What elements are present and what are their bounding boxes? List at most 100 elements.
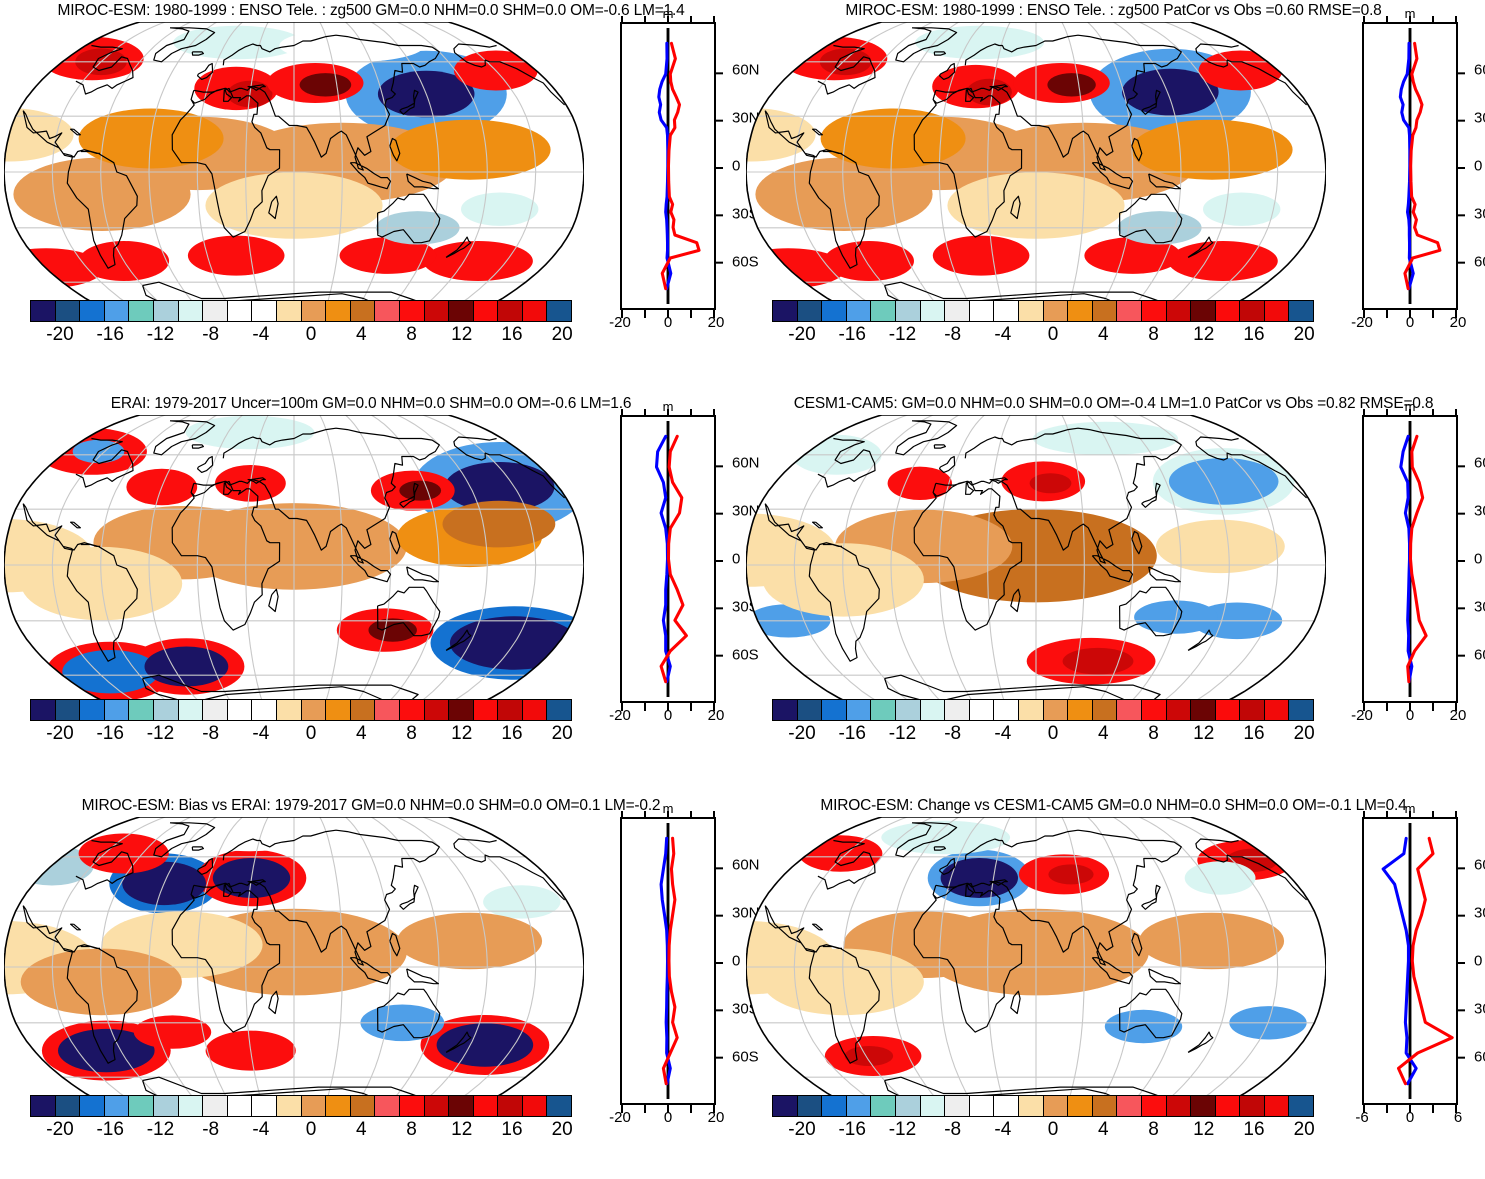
colorbar-swatch bbox=[375, 301, 400, 321]
colorbar-swatch bbox=[1240, 301, 1265, 321]
colorbar-swatch bbox=[203, 700, 228, 720]
colorbar-ticks: -20 -16 -12 -8 -4 0 4 8 12 16 20 bbox=[8, 1119, 592, 1141]
colorbar-tick-label: 8 bbox=[406, 1119, 417, 1140]
colorbar-swatch bbox=[498, 700, 523, 720]
colorbar-tick-label: 20 bbox=[1293, 1119, 1315, 1140]
map-container bbox=[746, 817, 1326, 1117]
colorbar-tick-label: -20 bbox=[788, 324, 816, 345]
zonal-unit-label: m bbox=[662, 399, 674, 414]
colorbar-swatch bbox=[547, 301, 572, 321]
zonal-x-tick: 20 bbox=[707, 314, 725, 331]
colorbar-tick-label: 16 bbox=[1243, 324, 1265, 345]
zonal-lat-label: 60S bbox=[732, 1048, 759, 1066]
colorbar-tick-label: 4 bbox=[356, 723, 367, 744]
colorbar-swatch bbox=[1117, 1096, 1142, 1116]
colorbar-swatch bbox=[1289, 301, 1314, 321]
zonal-x-tick: 0 bbox=[1405, 1109, 1415, 1126]
colorbar-swatch bbox=[1166, 301, 1192, 321]
zonal-positive-curve bbox=[659, 434, 688, 684]
zonal-x-axis: -20 0 20 bbox=[1340, 314, 1485, 338]
zonal-x-tick: 0 bbox=[1405, 314, 1415, 331]
colorbar-tick-label: 20 bbox=[551, 723, 573, 744]
colorbar-tick-label: 4 bbox=[356, 324, 367, 345]
colorbar-tick-label: 16 bbox=[501, 723, 523, 744]
colorbar-swatch bbox=[522, 301, 548, 321]
zonal-x-tick: 6 bbox=[1453, 1109, 1463, 1126]
colorbar-ticks: -20 -16 -12 -8 -4 0 4 8 12 16 20 bbox=[8, 324, 592, 346]
colorbar-tick-label: -8 bbox=[202, 324, 220, 345]
colorbar-swatch bbox=[424, 700, 450, 720]
zonal-positive-curve bbox=[660, 41, 701, 291]
colorbar-swatch bbox=[871, 700, 896, 720]
colorbar-swatch bbox=[945, 301, 970, 321]
colorbar bbox=[30, 300, 572, 322]
colorbar-swatch bbox=[55, 1096, 81, 1116]
colorbar-swatch bbox=[449, 700, 474, 720]
zonal-lat-label: 0 bbox=[732, 157, 741, 175]
colorbar-tick-label: 12 bbox=[1193, 1119, 1215, 1140]
colorbar-tick-label: 16 bbox=[1243, 1119, 1265, 1140]
colorbar-swatch bbox=[547, 700, 572, 720]
colorbar-swatch bbox=[399, 700, 425, 720]
colorbar-tick-label: -12 bbox=[146, 324, 175, 345]
colorbar-tick-label: 0 bbox=[1047, 1119, 1059, 1140]
colorbar-tick-label: 4 bbox=[356, 1119, 367, 1140]
zonal-lat-label: 60N bbox=[732, 454, 760, 472]
panel-middle-left: ERAI: 1979-2017 Uncer=100m GM=0.0 NHM=0.… bbox=[0, 393, 760, 795]
colorbar-tick-label: 0 bbox=[305, 1119, 317, 1140]
colorbar-swatch bbox=[301, 700, 327, 720]
colorbar-swatch bbox=[522, 1096, 548, 1116]
panel-title: ERAI: 1979-2017 Uncer=100m GM=0.0 NHM=0.… bbox=[110, 395, 632, 412]
zonal-positive-curve bbox=[1403, 41, 1442, 291]
colorbar-tick-label: 12 bbox=[451, 723, 473, 744]
colorbar-swatch bbox=[1264, 301, 1290, 321]
colorbar-tick-label: 8 bbox=[1148, 324, 1159, 345]
colorbar-swatch bbox=[1166, 1096, 1192, 1116]
colorbar-swatch bbox=[276, 1096, 302, 1116]
colorbar bbox=[772, 300, 1314, 322]
panel-bottom-left: MIROC-ESM: Bias vs ERAI: 1979-2017 GM=0.… bbox=[0, 795, 760, 1179]
map-container bbox=[4, 22, 584, 322]
colorbar-swatch bbox=[252, 700, 277, 720]
colorbar-swatch bbox=[326, 700, 351, 720]
colorbar-tick-label: 8 bbox=[406, 324, 417, 345]
colorbar-swatch bbox=[945, 1096, 970, 1116]
colorbar-swatch bbox=[1191, 1096, 1216, 1116]
colorbar-swatch bbox=[153, 301, 179, 321]
zonal-plot-frame bbox=[620, 811, 723, 1113]
colorbar-tick-label: -8 bbox=[944, 723, 962, 744]
colorbar-swatch bbox=[797, 700, 823, 720]
zonal-plot-frame bbox=[620, 409, 723, 711]
colorbar-swatch bbox=[449, 301, 474, 321]
colorbar-swatch bbox=[153, 700, 179, 720]
colorbar-tick-label: 12 bbox=[451, 1119, 473, 1140]
colorbar-tick-label: 12 bbox=[1193, 723, 1215, 744]
colorbar-swatch bbox=[1043, 1096, 1069, 1116]
colorbar-swatch bbox=[31, 301, 56, 321]
colorbar-swatch bbox=[449, 1096, 474, 1116]
colorbar-ticks: -20 -16 -12 -8 -4 0 4 8 12 16 20 bbox=[750, 1119, 1334, 1141]
zonal-lat-label: 30N bbox=[1474, 109, 1485, 127]
zonal-negative-curve bbox=[1381, 836, 1418, 1086]
colorbar-swatch bbox=[203, 301, 228, 321]
colorbar-swatch bbox=[522, 700, 548, 720]
colorbar-swatch bbox=[227, 1096, 253, 1116]
colorbar-swatch bbox=[227, 700, 253, 720]
colorbar-swatch bbox=[1068, 700, 1093, 720]
colorbar-swatch bbox=[424, 301, 450, 321]
colorbar-swatch bbox=[178, 301, 204, 321]
colorbar-swatch bbox=[895, 700, 921, 720]
coastlines bbox=[22, 420, 566, 707]
colorbar-swatch bbox=[1092, 700, 1118, 720]
colorbar-swatch bbox=[797, 301, 823, 321]
zonal-mean-panel: m 60N 30N 0 30S 60S -6 0 6 bbox=[1340, 801, 1485, 1126]
zonal-lat-label: 60S bbox=[1474, 253, 1485, 271]
colorbar-swatch bbox=[1092, 1096, 1118, 1116]
panel-bottom-right: MIROC-ESM: Change vs CESM1-CAM5 GM=0.0 N… bbox=[742, 795, 1485, 1179]
zonal-plot-frame bbox=[620, 16, 723, 318]
zonal-x-axis: -20 0 20 bbox=[598, 1109, 748, 1133]
colorbar-swatch bbox=[994, 1096, 1019, 1116]
colorbar-swatch bbox=[178, 700, 204, 720]
